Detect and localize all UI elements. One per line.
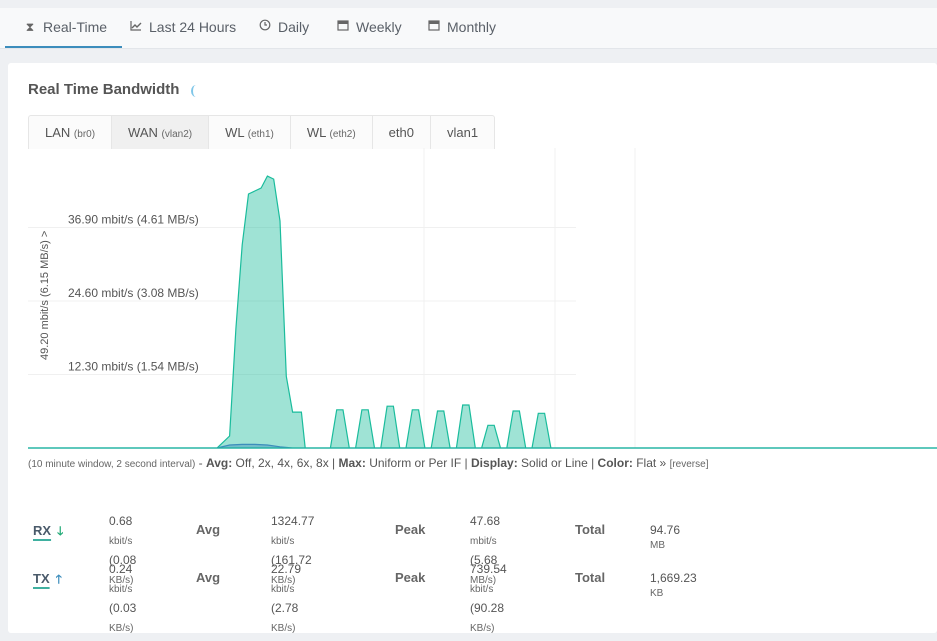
top-nav: ⧗ Real-Time Last 24 Hours Daily Weekly M… [0, 8, 937, 49]
hourglass-icon: ⧗ [25, 20, 35, 34]
y-tick-label: 24.60 mbit/s (3.08 MB/s) [68, 286, 199, 300]
y-tick-label: 36.90 mbit/s (4.61 MB/s) [68, 213, 199, 227]
bandwidth-card: Real Time Bandwidth LAN (br0) WAN (vlan2… [8, 63, 937, 634]
tab-monthly[interactable]: Monthly [427, 8, 496, 47]
window-note: (10 minute window, 2 second interval) [28, 459, 196, 470]
y-axis-label: 49.20 mbit/s (6.15 MB/s) > [39, 231, 51, 360]
interface-tabs: LAN (br0) WAN (vlan2) WL (eth1) WL (eth2… [28, 115, 496, 149]
tx-total-header: Total [575, 570, 606, 585]
tab-label: Real-Time [43, 19, 108, 35]
tx-peak-header: Peak [395, 570, 426, 585]
iftab-eth0[interactable]: eth0 [373, 116, 431, 149]
iftab-vlan1[interactable]: vlan1 [446, 125, 479, 140]
tab-label: Last 24 Hours [149, 19, 237, 35]
display-options[interactable]: Solid or Line [517, 456, 588, 470]
bandwidth-chart: 12.30 mbit/s (1.54 MB/s) 24.60 mbit/s (3.… [28, 148, 937, 449]
tx-avg: 22.79 kbit/s (2.78 KB/s) [271, 562, 302, 634]
tab-label: Weekly [356, 19, 402, 35]
rx-label: RX 🡓 [33, 523, 64, 538]
y-tick-label: 12.30 mbit/s (1.54 MB/s) [68, 360, 199, 374]
clock-icon [258, 8, 272, 47]
chart-options: (10 minute window, 2 second interval) - … [28, 456, 709, 470]
iftab-wl-eth2[interactable]: WL (eth2) [291, 116, 373, 149]
tx-label: TX 🡑 [33, 571, 62, 586]
rx-current: 0.68 kbit/s (0.08 KB/s) [109, 514, 137, 586]
calendar-icon [336, 8, 350, 47]
tab-weekly[interactable]: Weekly [336, 8, 402, 47]
iftab-wan[interactable]: WAN (vlan2) [112, 116, 210, 149]
rx-peak: 47.68 mbit/s (5.68 MB/s) [470, 514, 501, 586]
rx-peak-header: Peak [395, 522, 426, 537]
tab-last-24-hours[interactable]: Last 24 Hours [129, 8, 236, 47]
card-title-text: Real Time Bandwidth [28, 81, 180, 98]
rx-avg-header: Avg [196, 522, 221, 537]
color-options[interactable]: Flat » [632, 456, 667, 470]
rx-total-header: Total [575, 522, 606, 537]
reverse-link[interactable]: [reverse] [669, 459, 709, 470]
tab-daily[interactable]: Daily [258, 8, 309, 47]
max-options[interactable]: Uniform or Per IF [365, 456, 462, 470]
arrow-up-icon: 🡑 [55, 572, 62, 586]
tx-peak: 739.54 kbit/s (90.28 KB/s) [470, 562, 507, 634]
iftab-wl-eth1[interactable]: WL (eth1) [209, 116, 291, 149]
tab-label: Daily [278, 19, 310, 35]
iftab-lan[interactable]: LAN (br0) [29, 116, 113, 149]
tab-label: Monthly [447, 19, 497, 35]
tx-total: 1,669.23 KB [650, 571, 697, 599]
tx-avg-header: Avg [196, 570, 221, 585]
tab-real-time[interactable]: ⧗ Real-Time [4, 8, 123, 48]
area-chart-icon [129, 8, 143, 47]
calendar-icon [427, 8, 441, 47]
rx-avg: 1324.77 kbit/s (161.72 KB/s) [271, 514, 315, 586]
card-title: Real Time Bandwidth [28, 81, 201, 98]
arrow-down-icon: 🡓 [57, 524, 64, 538]
loading-spinner-icon [191, 84, 201, 97]
tx-current: 0.24 kbit/s (0.03 KB/s) [109, 562, 137, 634]
rx-total: 94.76 MB [650, 523, 681, 551]
avg-options[interactable]: Off, 2x, 4x, 6x, 8x [232, 456, 329, 470]
